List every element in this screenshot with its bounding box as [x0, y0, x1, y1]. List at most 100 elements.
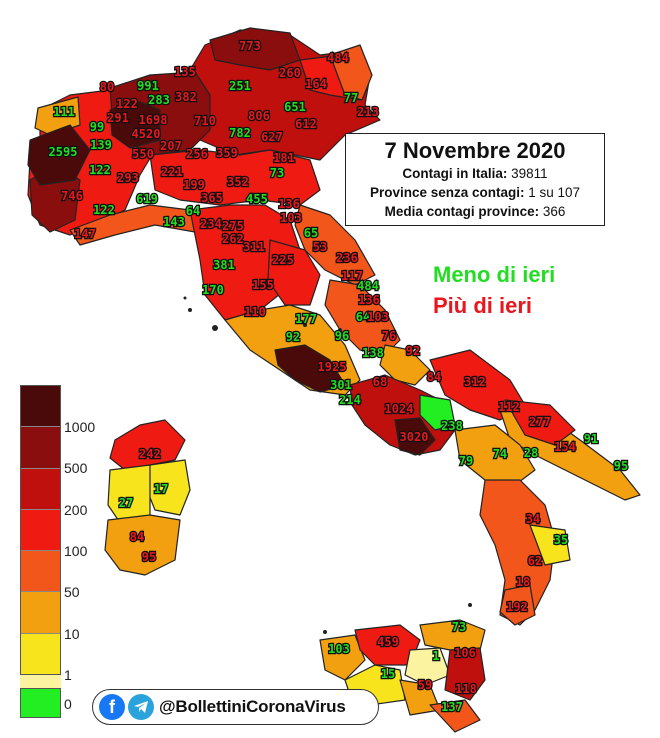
- province-value-label: 256: [186, 147, 208, 161]
- scale-swatch: [20, 385, 61, 427]
- province-value-label: 103: [367, 310, 389, 324]
- province-value-label: 213: [357, 105, 379, 119]
- region-emilia: [149, 149, 321, 206]
- province-value-label: 242: [139, 447, 161, 461]
- province-value-label: 27: [119, 496, 133, 510]
- province-value-label: 311: [243, 240, 265, 254]
- province-value-label: 455: [246, 192, 268, 206]
- facebook-icon: f: [99, 694, 125, 720]
- province-value-label: 122: [93, 203, 115, 217]
- province-value-label: 76: [382, 329, 396, 343]
- province-value-label: 1: [432, 649, 439, 663]
- province-value-label: 122: [89, 163, 111, 177]
- province-value-label: 68: [373, 375, 387, 389]
- province-value-label: 359: [216, 146, 238, 160]
- province-value-label: 64: [186, 204, 200, 218]
- info-box: 7 Novembre 2020 Contagi in Italia: 39811…: [345, 133, 605, 226]
- province-value-label: 612: [295, 117, 317, 131]
- province-value-label: 103: [328, 642, 350, 656]
- province-value-label: 74: [493, 447, 507, 461]
- legend-more: Più di ieri: [433, 293, 533, 318]
- info-zero-value: 1 su 107: [528, 185, 581, 200]
- info-total-value: 39811: [511, 166, 548, 181]
- province-value-label: 293: [117, 171, 139, 185]
- province-value-label: 92: [286, 330, 300, 344]
- province-value-label: 651: [284, 100, 306, 114]
- province-value-label: 73: [452, 620, 466, 634]
- province-value-label: 806: [248, 109, 270, 123]
- province-value-label: 4520: [132, 127, 161, 141]
- info-total-line: Contagi in Italia: 39811: [346, 164, 604, 183]
- province-value-label: 15: [381, 667, 395, 681]
- province-value-label: 147: [74, 227, 96, 241]
- province-value-label: 117: [341, 269, 363, 283]
- province-value-label: 236: [336, 251, 358, 265]
- province-value-label: 64: [356, 310, 370, 324]
- region-enna: [404, 647, 451, 686]
- province-value-label: 80: [100, 80, 114, 94]
- small-islands: [183, 296, 472, 634]
- province-value-label: 65: [304, 226, 318, 240]
- province-value-label: 262: [222, 232, 244, 246]
- province-value-label: 135: [174, 65, 196, 79]
- province-value-label: 991: [137, 79, 159, 93]
- scale-swatch: [20, 426, 61, 468]
- zero-swatch: [20, 688, 61, 718]
- province-value-label: 103: [280, 211, 302, 225]
- region-reggio: [499, 584, 536, 626]
- province-value-label: 382: [175, 90, 197, 104]
- legend-less: Meno di ieri: [433, 262, 556, 287]
- province-value-label: 138: [362, 346, 384, 360]
- province-value-label: 118: [455, 682, 477, 696]
- province-value-label: 484: [327, 51, 349, 65]
- region-napoli: [394, 417, 436, 456]
- province-value-label: 136: [278, 197, 300, 211]
- province-value-label: 207: [160, 139, 182, 153]
- province-value-label: 2595: [49, 145, 78, 159]
- region-avellino: [419, 394, 456, 431]
- province-value-label: 34: [526, 512, 540, 526]
- region-tuscany: [189, 204, 301, 321]
- province-value-label: 154: [554, 440, 576, 454]
- province-value-label: 59: [418, 678, 432, 692]
- scale-swatch: [20, 508, 61, 551]
- info-avg-line: Media contagi province: 366: [346, 202, 604, 221]
- province-value-label: 139: [90, 138, 112, 152]
- telegram-icon: [128, 694, 154, 720]
- region-crotone: [529, 524, 571, 566]
- province-value-label: 95: [614, 459, 628, 473]
- province-value-label: 381: [213, 258, 235, 272]
- province-value-label: 136: [358, 293, 380, 307]
- province-value-label: 122: [116, 97, 138, 111]
- region-friuli: [329, 44, 373, 101]
- scale-swatch: [20, 591, 61, 633]
- province-value-label: 1698: [139, 113, 168, 127]
- province-value-label: 365: [201, 191, 223, 205]
- province-value-label: 170: [202, 283, 224, 297]
- province-value-label: 782: [229, 126, 251, 140]
- province-value-label: 301: [330, 378, 352, 392]
- province-value-label: 773: [239, 39, 261, 53]
- province-value-label: 459: [377, 635, 399, 649]
- province-value-label: 79: [459, 454, 473, 468]
- region-sassari: [109, 419, 186, 471]
- info-title: 7 Novembre 2020: [384, 138, 566, 163]
- province-value-label: 177: [295, 312, 317, 326]
- province-value-label: 627: [261, 130, 283, 144]
- province-value-label: 746: [61, 189, 83, 203]
- info-zero-line: Province senza contagi: 1 su 107: [346, 183, 604, 202]
- sardinia: [104, 419, 191, 576]
- province-value-label: 312: [464, 375, 486, 389]
- scale-swatch: [20, 467, 61, 509]
- scale-label: 50: [64, 584, 80, 601]
- region-torino: [27, 124, 91, 186]
- region-catania: [444, 647, 486, 701]
- province-value-label: 35: [554, 533, 568, 547]
- scale-label: 500: [64, 460, 88, 477]
- scale-label: 100: [64, 542, 88, 559]
- province-value-label: 214: [339, 393, 361, 407]
- province-value-label: 619: [136, 192, 158, 206]
- zero-label: 0: [64, 696, 72, 712]
- province-value-label: 225: [272, 253, 294, 267]
